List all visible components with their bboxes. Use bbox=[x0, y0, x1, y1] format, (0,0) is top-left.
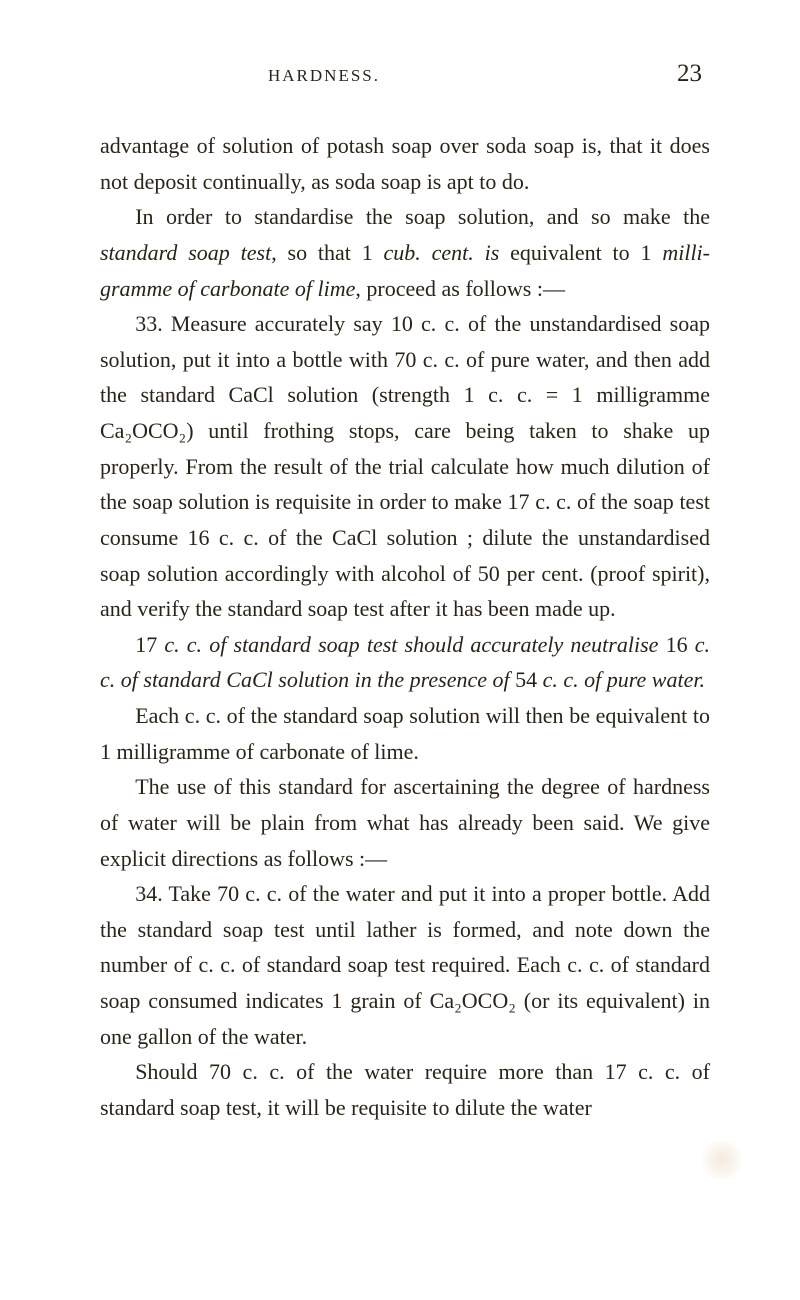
paragraph-5: Each c. c. of the standard soap solution… bbox=[100, 698, 710, 769]
p4-italic-1: c. c. of standard soap test should accur… bbox=[164, 632, 665, 657]
paragraph-8: Should 70 c. c. of the water require mor… bbox=[100, 1054, 710, 1125]
running-head: HARDNESS. 23 bbox=[100, 60, 710, 88]
p2-text: , proceed as follows :— bbox=[355, 276, 565, 301]
paragraph-7: 34. Take 70 c. c. of the water and put i… bbox=[100, 876, 710, 1054]
page-number: 23 bbox=[677, 60, 702, 88]
paragraph-6: The use of this standard for ascertainin… bbox=[100, 769, 710, 876]
p4-text: 17 bbox=[135, 632, 164, 657]
p4-text: 16 bbox=[666, 632, 695, 657]
p4-italic-3: c. c. of pure water. bbox=[543, 667, 705, 692]
p2-text: In order to standardise the soap solutio… bbox=[135, 204, 710, 229]
paragraph-1: advantage of solution of potash soap ove… bbox=[100, 128, 710, 199]
foxing-stain bbox=[700, 1140, 744, 1180]
p2-text: , so that 1 bbox=[271, 240, 383, 265]
p2-text: equivalent to 1 bbox=[499, 240, 662, 265]
p4-text: 54 bbox=[515, 667, 543, 692]
paragraph-4: 17 c. c. of standard soap test should ac… bbox=[100, 627, 710, 698]
page: HARDNESS. 23 advantage of solution of po… bbox=[0, 0, 800, 1300]
p2-italic-1: standard soap test bbox=[100, 240, 271, 265]
paragraph-2: In order to standardise the soap solutio… bbox=[100, 199, 710, 306]
header-title: HARDNESS. bbox=[268, 66, 380, 86]
paragraph-3: 33. Measure accurately say 10 c. c. of t… bbox=[100, 306, 710, 627]
p2-italic-2: cub. cent. is bbox=[384, 240, 500, 265]
